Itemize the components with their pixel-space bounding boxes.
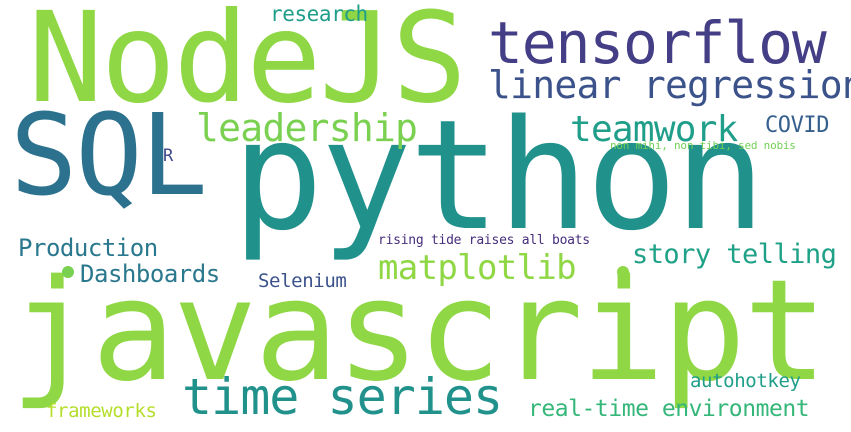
word-time-series: time series <box>182 368 503 426</box>
word-production: Production <box>18 234 158 262</box>
word-nodejs: NodeJS <box>28 0 467 131</box>
word-covid: COVID <box>765 113 830 138</box>
word-dashboards: Dashboards <box>80 260 220 288</box>
word-leadership: leadership <box>196 106 418 150</box>
word-story-telling: story telling <box>632 239 837 270</box>
word-rising-tide: rising tide raises all boats <box>378 233 590 248</box>
word-autohotkey: autohotkey <box>690 370 801 392</box>
word-frameworks: frameworks <box>46 400 157 422</box>
word-r: R <box>163 146 173 166</box>
word-research: research <box>270 2 368 26</box>
word-teamwork: teamwork <box>570 109 738 150</box>
dot-right <box>617 266 629 278</box>
word-latin-motto: non mihi, non tibi, sed nobis <box>610 139 796 152</box>
word-sql: SQL <box>10 91 208 221</box>
word-tensorflow: tensorflow <box>488 9 827 77</box>
word-javascript: javascript <box>10 250 828 413</box>
word-matplotlib: matplotlib <box>378 248 577 288</box>
word-linear-regression: linear regression <box>488 63 851 107</box>
dot-left <box>62 266 74 278</box>
word-selenium: Selenium <box>258 270 347 292</box>
word-real-time-environment: real-time environment <box>528 396 810 422</box>
word-python: python <box>232 87 766 264</box>
